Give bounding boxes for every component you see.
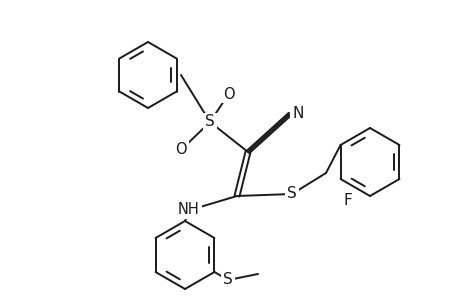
Text: S: S	[286, 187, 296, 202]
Text: N: N	[291, 106, 303, 121]
Text: NH: NH	[178, 202, 200, 217]
Text: F: F	[343, 193, 352, 208]
Text: S: S	[205, 115, 214, 130]
Text: O: O	[223, 86, 234, 101]
Text: O: O	[175, 142, 186, 158]
Text: S: S	[223, 272, 232, 287]
